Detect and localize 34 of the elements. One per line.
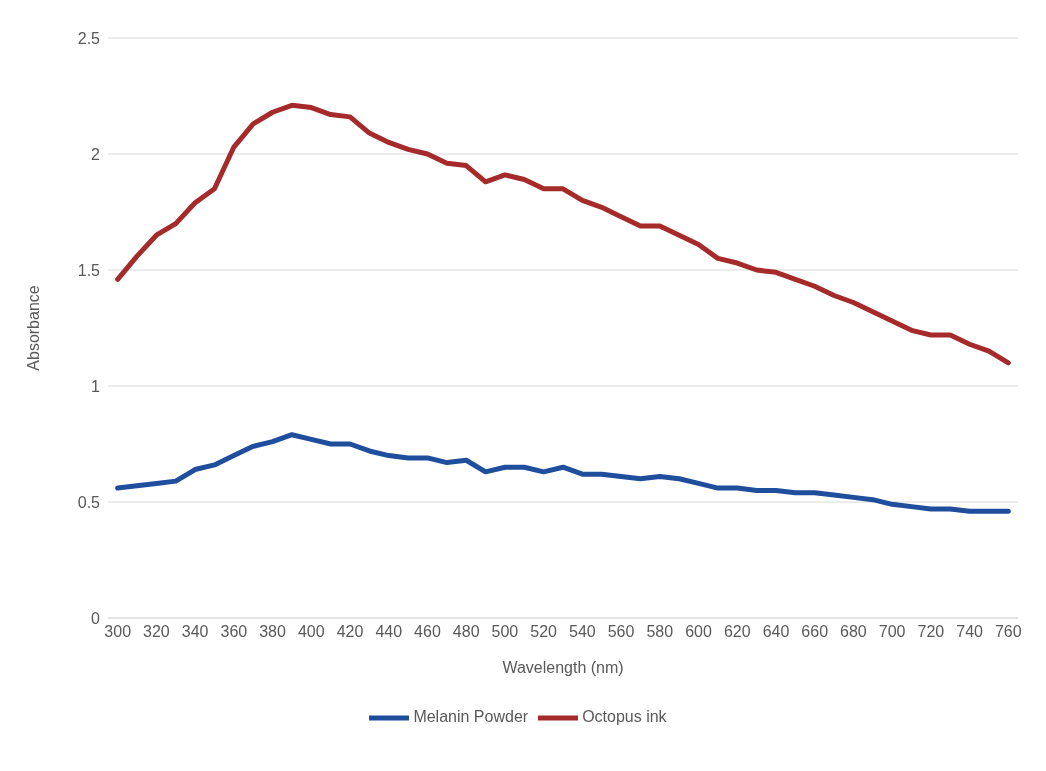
legend-label: Octopus ink xyxy=(582,708,667,726)
x-axis-title: Wavelength (nm) xyxy=(502,659,624,676)
x-tick-label: 760 xyxy=(994,623,1022,641)
x-tick-label: 400 xyxy=(297,623,325,641)
y-tick-label: 0 xyxy=(91,609,101,627)
x-tick-label: 720 xyxy=(917,623,945,641)
y-tick-label: 0.5 xyxy=(77,493,101,511)
x-tick-label: 520 xyxy=(530,623,558,641)
y-axis-title: Absorbance xyxy=(24,285,42,371)
x-tick-label: 620 xyxy=(723,623,751,641)
x-tick-label: 360 xyxy=(220,623,248,641)
x-tick-label: 300 xyxy=(104,623,132,641)
x-tick-label: 460 xyxy=(414,623,441,641)
x-tick-label: 600 xyxy=(685,623,712,641)
x-tick-label: 500 xyxy=(491,623,519,641)
legend-label: Melanin Powder xyxy=(413,708,529,726)
x-tick-label: 420 xyxy=(336,623,364,641)
x-tick-label: 660 xyxy=(801,623,829,641)
x-tick-label: 540 xyxy=(569,623,596,641)
x-tick-label: 440 xyxy=(375,623,403,641)
x-tick-label: 320 xyxy=(143,623,170,641)
x-tick-label: 640 xyxy=(762,623,790,641)
x-tick-label: 580 xyxy=(646,623,674,641)
y-tick-label: 2.5 xyxy=(77,29,101,47)
x-tick-label: 380 xyxy=(259,623,287,641)
x-tick-label: 560 xyxy=(607,623,635,641)
y-tick-label: 2 xyxy=(91,145,101,163)
x-tick-label: 700 xyxy=(878,623,906,641)
x-tick-label: 740 xyxy=(956,623,984,641)
x-tick-label: 680 xyxy=(840,623,867,641)
x-tick-label: 480 xyxy=(452,623,480,641)
y-tick-label: 1 xyxy=(91,377,101,395)
x-tick-label: 340 xyxy=(181,623,209,641)
y-tick-label: 1.5 xyxy=(77,261,101,279)
